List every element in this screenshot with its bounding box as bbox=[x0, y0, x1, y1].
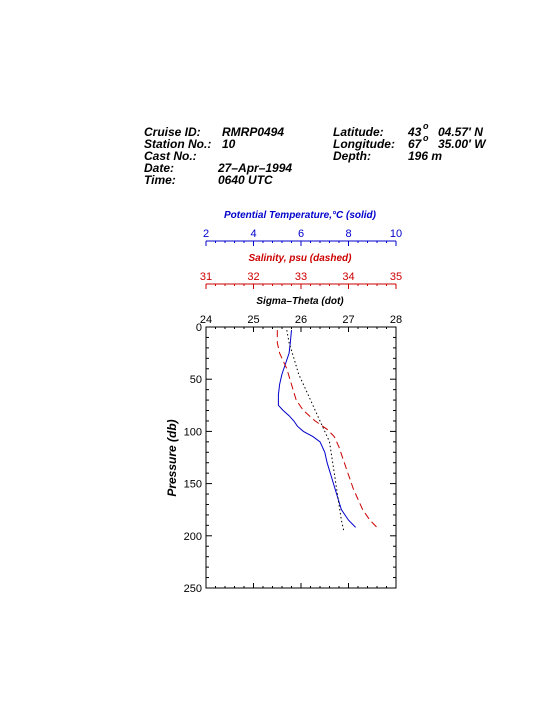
longitude-label: Longitude: bbox=[333, 137, 395, 151]
latitude-degrees: 43 bbox=[408, 125, 422, 139]
y-tick-label: 200 bbox=[184, 531, 202, 543]
salinity-axis-label: Salinity, psu (dashed) bbox=[249, 253, 353, 264]
date-value: 27–Apr–1994 bbox=[218, 161, 293, 175]
latitude-degree-symbol: o bbox=[423, 121, 429, 131]
depth-label: Depth: bbox=[333, 149, 371, 163]
latitude-minutes: 04.57′ N bbox=[438, 125, 483, 139]
sigma-tick-label: 28 bbox=[390, 314, 402, 326]
pressure-axis-label: Pressure (db) bbox=[165, 419, 179, 496]
salinity-tick-label: 32 bbox=[247, 271, 259, 283]
y-tick-label: 150 bbox=[184, 479, 202, 491]
date-label: Date: bbox=[144, 161, 175, 175]
time-label: Time: bbox=[144, 173, 176, 187]
salinity-tick-label: 33 bbox=[295, 271, 307, 283]
longitude-degree-symbol: o bbox=[423, 133, 429, 143]
salinity-tick-label: 34 bbox=[342, 271, 354, 283]
y-tick-label: 100 bbox=[184, 426, 202, 438]
sigma-tick-label: 25 bbox=[247, 314, 259, 326]
time-value: 0640 UTC bbox=[218, 173, 273, 187]
sigma-tick-label: 27 bbox=[342, 314, 354, 326]
longitude-minutes: 35.00′ W bbox=[438, 137, 486, 151]
temperature-tick-label: 2 bbox=[203, 228, 209, 240]
station-value: 10 bbox=[222, 137, 236, 151]
longitude-degrees: 67 bbox=[408, 137, 422, 151]
salinity-tick-label: 35 bbox=[390, 271, 402, 283]
sigma-tick-label: 26 bbox=[295, 314, 307, 326]
temperature-axis-label: Potential Temperature,°C (solid) bbox=[224, 210, 377, 221]
temperature-profile-line bbox=[277, 330, 356, 528]
y-tick-label: 0 bbox=[196, 322, 202, 334]
cast-label: Cast No.: bbox=[144, 149, 197, 163]
temperature-tick-label: 8 bbox=[345, 228, 351, 240]
cruise-id-value: RMRP0494 bbox=[222, 125, 285, 139]
sigma-tick-label: 24 bbox=[200, 314, 212, 326]
plot-frame bbox=[205, 326, 397, 589]
latitude-label: Latitude: bbox=[333, 125, 384, 139]
sigma-axis-label: Sigma–Theta (dot) bbox=[256, 296, 344, 307]
temperature-tick-label: 6 bbox=[298, 228, 304, 240]
temperature-tick-label: 10 bbox=[390, 228, 402, 240]
temperature-tick-label: 4 bbox=[250, 228, 256, 240]
station-label: Station No.: bbox=[144, 137, 212, 151]
salinity-profile-line bbox=[276, 330, 378, 528]
depth-value: 196 m bbox=[408, 149, 443, 163]
y-tick-label: 50 bbox=[190, 374, 202, 386]
sigma-profile-line bbox=[286, 330, 345, 531]
y-tick-label: 250 bbox=[184, 583, 202, 595]
salinity-tick-label: 31 bbox=[200, 271, 212, 283]
cruise-id-label: Cruise ID: bbox=[144, 125, 201, 139]
chart-series bbox=[276, 330, 378, 531]
